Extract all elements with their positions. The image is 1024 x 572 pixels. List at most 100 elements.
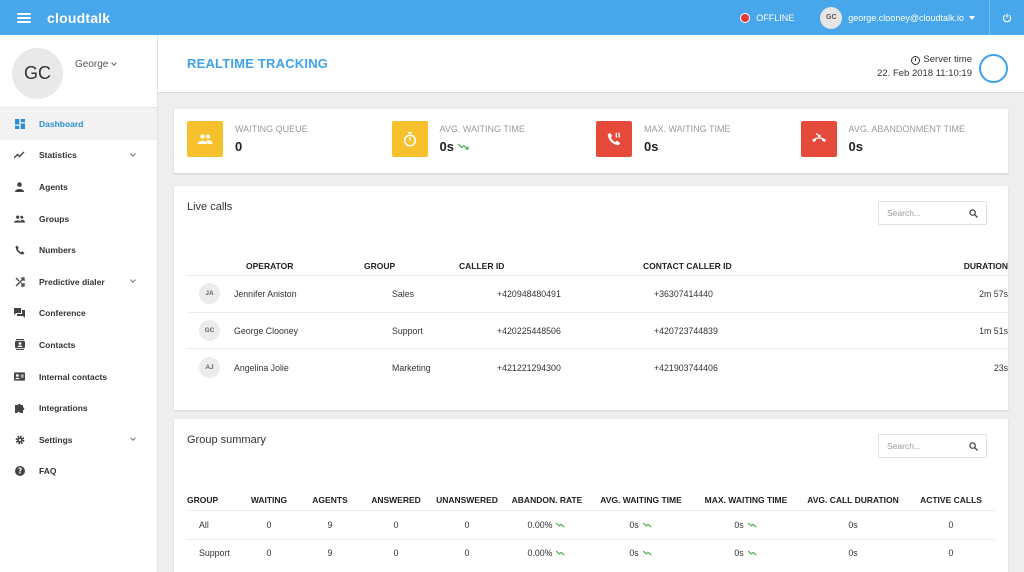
brand-logo[interactable]: cloudtalk (47, 9, 111, 26)
chevron-down-icon (111, 60, 118, 66)
column-header-caller-id[interactable]: CALLER ID (459, 260, 505, 271)
column-header-group[interactable]: GROUP (364, 260, 396, 271)
answered-cell: 0 (393, 519, 399, 530)
profile-avatar[interactable]: GC (12, 48, 63, 99)
table-row[interactable]: JA Jennifer Aniston Sales +420948480491 … (187, 276, 1008, 313)
table-row[interactable]: All 0 9 0 0 0.00% 0s 0s 0s 0 (187, 510, 995, 539)
clock-icon (911, 55, 921, 65)
column-header-unanswered[interactable]: UNANSWERED (436, 495, 498, 505)
column-header-max-waiting-time[interactable]: MAX. WAITING TIME (704, 495, 788, 505)
refresh-indicator-icon (979, 54, 1008, 83)
stat-text: WAITING QUEUE 0 (235, 121, 308, 154)
stat-value: 0s (440, 139, 525, 154)
avg-waiting-time-value: 0s (629, 519, 639, 530)
max-waiting-time-cell: 0s (693, 548, 799, 558)
phone-icon (14, 245, 25, 256)
shuffle-icon (14, 276, 25, 287)
page-title: REALTIME TRACKING (187, 56, 329, 71)
menu-icon[interactable] (17, 12, 31, 23)
unanswered-cell: 0 (464, 548, 470, 559)
column-header-contact-caller-id[interactable]: CONTACT CALLER ID (643, 260, 732, 271)
sidebar-item-groups[interactable]: Groups (0, 203, 157, 235)
operator-cell: George Clooney (234, 325, 299, 336)
group-icon (187, 121, 223, 157)
column-header-answered[interactable]: ANSWERED (371, 495, 421, 505)
operator-avatar-cell: JA (187, 283, 234, 305)
group-cell: Support (199, 548, 230, 559)
profile-name: George (75, 59, 109, 70)
stat-value: 0 (235, 139, 308, 154)
sidebar-item-faq[interactable]: ? FAQ (0, 456, 157, 488)
sidebar-item-contacts[interactable]: Contacts (0, 329, 157, 361)
gear-icon (14, 434, 25, 445)
top-bar: cloudtalk OFFLINE GC george.clooney@clou… (0, 0, 1024, 35)
abandon-rate-value: 0.00% (527, 548, 553, 559)
stat-label: AVG. WAITING TIME (439, 124, 525, 134)
table-row[interactable]: GC George Clooney Support +420225448506 … (187, 313, 1008, 350)
live-calls-card: Live calls OPERATOR GROUP CALLER ID CONT… (174, 186, 1008, 410)
trending-icon (14, 150, 25, 161)
column-header-abandon-rate[interactable]: ABANDON. RATE (511, 495, 583, 505)
operator-avatar-cell: GC (187, 320, 234, 342)
profile-menu[interactable]: George (75, 59, 118, 70)
operator-cell: Jennifer Aniston (234, 288, 297, 299)
sidebar-item-integrations[interactable]: Integrations (0, 392, 157, 424)
stat-label: MAX. WAITING TIME (644, 124, 731, 134)
column-header-avg-call-duration[interactable]: AVG. CALL DURATION (807, 495, 899, 505)
phone-paused-icon (596, 121, 632, 157)
logout-button[interactable] (989, 0, 1024, 35)
column-header-duration[interactable]: DURATION (963, 260, 1008, 271)
avg-waiting-time-value: 0s (629, 548, 639, 559)
sidebar-item-predictive-dialer[interactable]: Predictive dialer (0, 266, 157, 298)
sidebar-item-numbers[interactable]: Numbers (0, 234, 157, 266)
column-header-avg-waiting-time[interactable]: AVG. WAITING TIME (600, 495, 682, 505)
max-waiting-time-value: 0s (734, 519, 744, 530)
power-icon (1002, 13, 1012, 22)
sidebar-item-label: Groups (39, 213, 70, 224)
avg-waiting-time-cell: 0s (589, 548, 693, 558)
user-menu[interactable]: GC george.clooney@cloudtalk.io (820, 0, 989, 35)
column-header-waiting[interactable]: WAITING (250, 495, 288, 505)
column-header-group[interactable]: GROUP (187, 495, 219, 505)
sidebar-item-settings[interactable]: Settings (0, 424, 157, 456)
live-calls-search-input[interactable] (887, 208, 965, 218)
duration-cell: 23s (993, 362, 1008, 373)
sidebar-item-statistics[interactable]: Statistics (0, 140, 157, 172)
sidebar-item-conference[interactable]: Conference (0, 298, 157, 330)
sidebar-item-label: Agents (39, 181, 68, 192)
sidebar-item-agents[interactable]: Agents (0, 171, 157, 203)
group-cell: Sales (392, 288, 415, 299)
sidebar-item-label: Conference (39, 308, 86, 319)
column-header-operator[interactable]: OPERATOR (246, 260, 294, 271)
column-header-agents[interactable]: AGENTS (312, 495, 348, 505)
column-header-active-calls[interactable]: ACTIVE CALLS (920, 495, 982, 505)
live-calls-search (878, 201, 987, 225)
stopwatch-icon (391, 121, 428, 157)
table-row[interactable]: AJ Angelina Jolie Marketing +42122129430… (187, 349, 1008, 386)
dashboard-icon (14, 118, 25, 129)
call-end-icon (800, 121, 837, 157)
stat-max-waiting-time: MAX. WAITING TIME 0s (596, 109, 801, 173)
stat-value: 0s (849, 139, 966, 154)
table-row[interactable]: Support 0 9 0 0 0.00% 0s 0s 0s 0 (187, 538, 995, 568)
trending-down-icon (556, 550, 566, 556)
search-icon[interactable] (969, 442, 978, 451)
group-icon (14, 213, 25, 224)
sidebar-item-internal-contacts[interactable]: Internal contacts (0, 361, 157, 393)
contact-card-icon (14, 371, 25, 382)
table-header: GROUP WAITING AGENTS ANSWERED UNANSWERED… (187, 490, 995, 510)
contact-caller-id-cell: +36307414440 (654, 288, 713, 299)
group-summary-search-input[interactable] (887, 441, 965, 451)
status-label: OFFLINE (756, 12, 795, 23)
group-cell: Support (392, 325, 423, 336)
status-toggle[interactable]: OFFLINE (740, 12, 795, 23)
avatar: AJ (199, 357, 220, 379)
sidebar-item-dashboard[interactable]: Dashboard (0, 108, 157, 140)
sidebar-item-label: Predictive dialer (39, 276, 105, 287)
sidebar-nav: Dashboard Statistics Agents Groups Numbe… (0, 108, 157, 487)
sidebar-item-label: Settings (39, 434, 73, 445)
person-icon (14, 181, 25, 192)
search-icon[interactable] (969, 209, 978, 218)
stat-text: AVG. WAITING TIME 0s (440, 121, 525, 154)
stat-text: MAX. WAITING TIME 0s (644, 121, 731, 154)
